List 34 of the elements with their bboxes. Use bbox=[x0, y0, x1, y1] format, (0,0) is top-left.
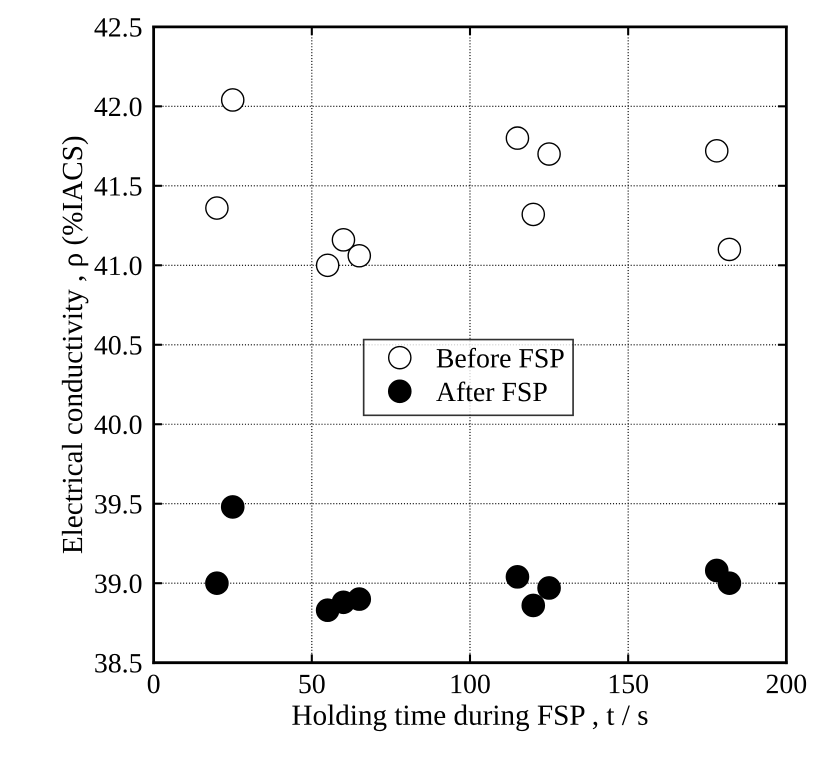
x-tick-label: 50 bbox=[300, 674, 325, 694]
x-tick-label: 150 bbox=[610, 674, 648, 694]
point bbox=[220, 495, 245, 519]
y-tick-label: 40.0 bbox=[94, 415, 142, 434]
point bbox=[537, 142, 561, 166]
point bbox=[205, 571, 229, 596]
point bbox=[316, 253, 340, 278]
point bbox=[332, 228, 356, 252]
point bbox=[521, 594, 546, 618]
point bbox=[718, 571, 742, 596]
point bbox=[521, 202, 546, 226]
legend-label: Before FSP bbox=[436, 348, 564, 368]
legend-label: After FSP bbox=[436, 381, 547, 402]
x-tick-label: 100 bbox=[452, 674, 490, 694]
point bbox=[506, 565, 530, 589]
point bbox=[347, 244, 372, 268]
y-tick-label: 39.0 bbox=[95, 574, 142, 594]
y-tick-label: 42.0 bbox=[94, 97, 142, 116]
point bbox=[205, 196, 229, 220]
y-tick-label: 42.5 bbox=[94, 18, 142, 37]
point bbox=[537, 576, 561, 600]
y-tick-label: 41.5 bbox=[94, 177, 142, 196]
y-axis-title: Electrical conductivity , ρ (%IACS) bbox=[62, 136, 88, 554]
y-tick-label: 38.5 bbox=[95, 654, 142, 673]
point bbox=[220, 88, 245, 112]
x-axis-title: Holding time during FSP , t / s bbox=[292, 704, 648, 732]
x-tick-label: 0 bbox=[148, 674, 160, 694]
y-tick-label: 39.5 bbox=[95, 494, 142, 514]
point bbox=[704, 139, 729, 163]
point bbox=[718, 238, 742, 262]
y-tick-label: 40.5 bbox=[94, 336, 142, 355]
point bbox=[506, 126, 530, 150]
y-tick-label: 41.0 bbox=[94, 256, 142, 276]
x-tick-label: 200 bbox=[766, 674, 806, 694]
